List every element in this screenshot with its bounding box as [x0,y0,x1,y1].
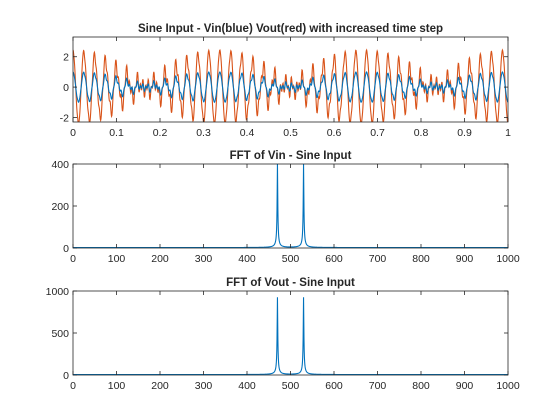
x-tick-label: 0.8 [414,127,429,139]
y-tick-label: 500 [51,328,69,340]
chart-title: Sine Input - Vin(blue) Vout(red) with in… [138,23,443,35]
y-tick-label: 1000 [46,286,70,298]
x-tick-label: 800 [412,380,430,392]
x-tick-label: 0.9 [457,127,472,139]
y-tick-label: -2 [60,112,69,124]
x-tick-label: 700 [369,380,387,392]
x-tick-label: 200 [151,253,169,265]
x-tick-label: 0.4 [240,127,255,139]
x-tick-label: 300 [195,253,213,265]
x-tick-label: 100 [108,253,126,265]
x-tick-label: 0.3 [196,127,211,139]
series-line-2 [73,71,508,104]
y-tick-label: 0 [63,82,69,94]
x-tick-label: 100 [108,380,126,392]
x-tick-label: 600 [325,380,343,392]
x-tick-label: 0 [70,127,76,139]
x-tick-label: 0.5 [283,127,298,139]
plot-content [73,48,508,122]
y-tick-label: 400 [51,159,69,171]
chart-title: FFT of Vin - Sine Input [230,150,352,162]
y-tick-label: 0 [63,370,69,382]
x-tick-label: 300 [195,380,213,392]
x-tick-label: 600 [325,253,343,265]
chart-title: FFT of Vout - Sine Input [226,277,355,289]
x-tick-label: 1 [505,127,511,139]
x-tick-label: 1000 [496,253,520,265]
x-tick-label: 0.6 [327,127,342,139]
x-tick-label: 0.7 [370,127,385,139]
x-tick-label: 800 [412,253,430,265]
x-tick-label: 900 [456,380,474,392]
x-tick-label: 500 [282,253,300,265]
x-tick-label: 400 [238,253,256,265]
y-tick-label: 2 [63,52,69,64]
x-tick-label: 0.1 [109,127,124,139]
plot-area [73,291,508,375]
x-tick-label: 400 [238,380,256,392]
x-tick-label: 700 [369,253,387,265]
x-tick-label: 500 [282,380,300,392]
subplot-2: 0 100 200 300 400 500 600 700 800 900 1000 0 200 400 F… [51,150,519,265]
x-tick-label: 1000 [496,380,520,392]
plot-area [73,164,508,248]
x-tick-label: 0.2 [153,127,168,139]
y-tick-label: 0 [63,243,69,255]
x-tick-label: 0 [70,253,76,265]
subplot-3: 0 100 200 300 400 500 600 700 800 900 1000 0 500 1000… [46,277,520,392]
y-tick-label: 200 [51,201,69,213]
x-tick-label: 900 [456,253,474,265]
x-tick-label: 0 [70,380,76,392]
x-tick-label: 200 [151,380,169,392]
